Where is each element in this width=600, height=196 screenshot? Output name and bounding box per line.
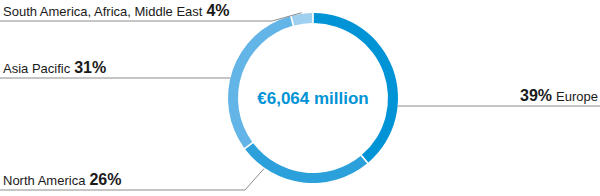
data-label: 39% [520, 87, 552, 104]
data-label: 31% [74, 59, 106, 76]
data-label: 26% [89, 171, 121, 188]
labels: 39% Europe North America26% Asia Pacific31%… [0, 2, 600, 190]
chart: 39% Europe North America26% Asia Pacific31%… [0, 0, 600, 196]
slice-label: 39% Europe [520, 87, 598, 104]
leader-line [398, 106, 600, 107]
slices [228, 13, 398, 183]
slice-label: South America, Africa, Middle East4% [3, 2, 230, 19]
slice [228, 16, 293, 148]
slice [314, 13, 398, 162]
category-label: Asia Pacific [3, 61, 71, 76]
leader-line [0, 78, 230, 79]
category-label: South America, Africa, Middle East [3, 4, 203, 19]
slice-label: Asia Pacific31% [3, 59, 106, 76]
category-label: North America [3, 173, 86, 188]
center-label: €6,064 million [257, 89, 369, 108]
category-label: Europe [556, 89, 598, 104]
slice-label: North America26% [3, 171, 121, 188]
leader-line [0, 169, 264, 190]
slice [245, 143, 367, 183]
data-label: 4% [206, 2, 229, 19]
